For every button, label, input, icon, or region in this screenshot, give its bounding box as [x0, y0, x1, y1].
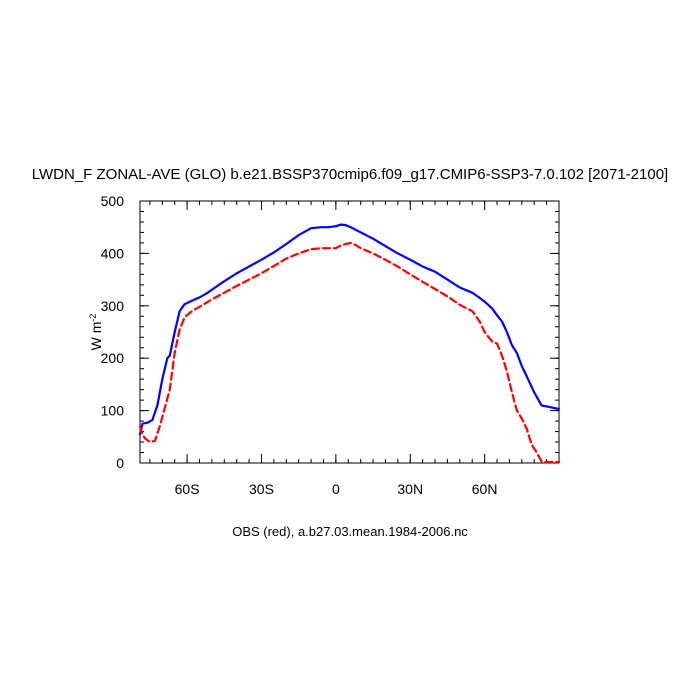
x-tick-label: 30N: [397, 481, 423, 497]
y-tick-label: 500: [101, 193, 125, 209]
y-axis-label-exponent: -2: [88, 314, 98, 322]
x-tick-label: 60S: [175, 481, 200, 497]
series-line-2: [138, 241, 561, 464]
y-axis-label: W m-2: [88, 314, 104, 351]
series-line-1: [138, 223, 561, 436]
x-tick-label: 30S: [249, 481, 274, 497]
x-tick-label: 0: [332, 481, 340, 497]
y-tick-label: 0: [116, 455, 124, 471]
y-tick-label: 100: [101, 403, 125, 419]
axis-tick-labels: 0 100 200 300 400 500 60S 30S 0 30N 60N: [101, 193, 498, 497]
y-tick-label: 300: [101, 298, 125, 314]
plot-frame: [139, 200, 560, 464]
y-tick-label: 400: [101, 245, 125, 261]
axis-ticks: [140, 200, 560, 464]
y-axis-label-main: W m: [88, 322, 104, 351]
series-lines: [138, 223, 561, 464]
chart-footer: OBS (red), a.b27.03.mean.1984-2006.nc: [232, 524, 468, 539]
y-tick-label: 200: [101, 350, 125, 366]
x-tick-label: 60N: [472, 481, 498, 497]
chart-title: LWDN_F ZONAL-AVE (GLO) b.e21.BSSP370cmip…: [32, 166, 668, 183]
